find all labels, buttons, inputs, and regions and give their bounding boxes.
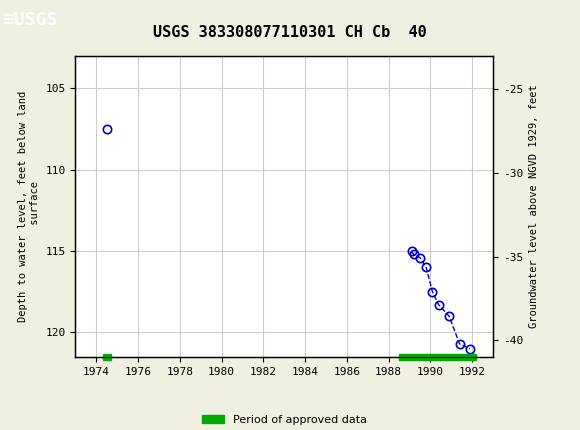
Y-axis label: Depth to water level, feet below land
 surface: Depth to water level, feet below land su…: [19, 91, 40, 322]
Y-axis label: Groundwater level above NGVD 1929, feet: Groundwater level above NGVD 1929, feet: [528, 85, 538, 328]
Bar: [399, 354, 476, 359]
Text: ≡USGS: ≡USGS: [3, 12, 57, 29]
Text: USGS 383308077110301 CH Cb  40: USGS 383308077110301 CH Cb 40: [153, 25, 427, 40]
Bar: [103, 354, 111, 359]
Legend: Period of approved data: Period of approved data: [197, 411, 371, 430]
